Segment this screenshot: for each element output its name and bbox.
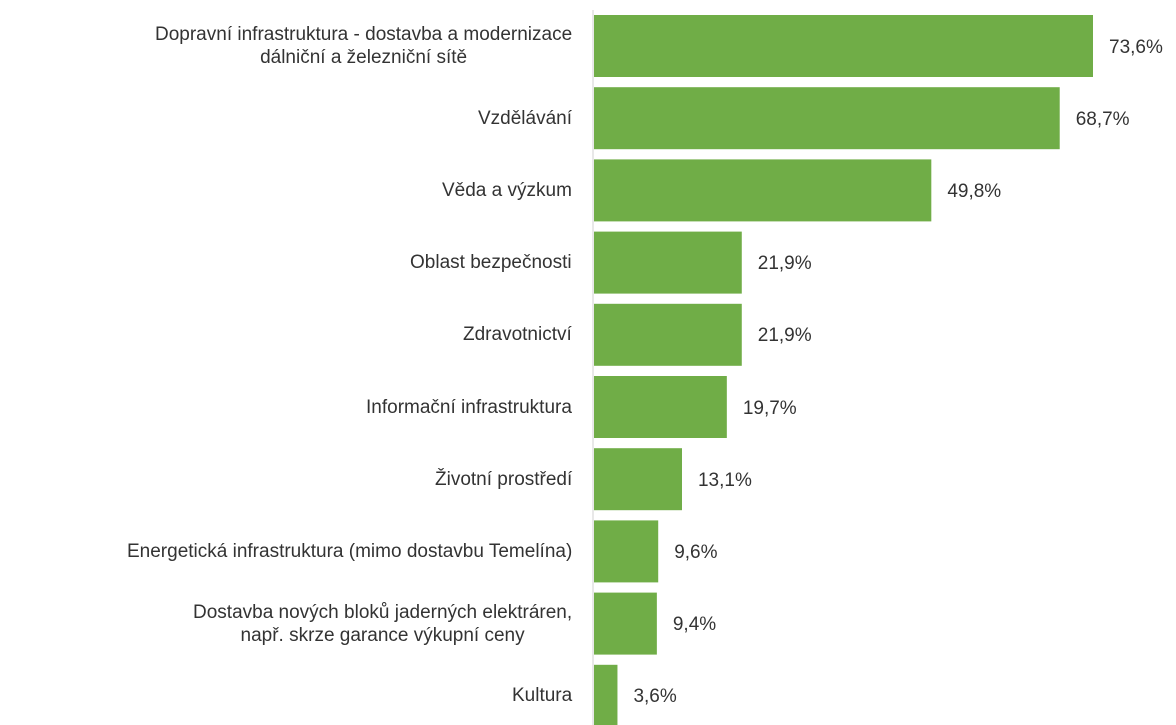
category-label: Energetická infrastruktura (mimo dostavb… bbox=[127, 540, 573, 562]
value-label: 3,6% bbox=[633, 686, 677, 708]
bar bbox=[594, 231, 742, 294]
value-label: 73,6% bbox=[1109, 36, 1163, 58]
bar bbox=[594, 448, 682, 511]
bar bbox=[594, 303, 742, 366]
category-label: Dopravní infrastruktura - dostavba a mod… bbox=[155, 24, 573, 68]
bar bbox=[594, 159, 932, 222]
value-label: 21,9% bbox=[757, 325, 812, 347]
value-label: 9,6% bbox=[674, 541, 718, 563]
category-label: Vzdělávání bbox=[478, 107, 573, 129]
bar bbox=[594, 376, 727, 438]
bar bbox=[594, 664, 618, 725]
category-label: Informační infrastruktura bbox=[366, 396, 572, 418]
bar bbox=[594, 520, 659, 583]
bar bbox=[594, 592, 657, 655]
category-label: Oblast bezpečnosti bbox=[410, 252, 572, 274]
value-label: 49,8% bbox=[947, 180, 1002, 202]
bar bbox=[594, 15, 1093, 77]
value-label: 13,1% bbox=[697, 469, 752, 491]
category-label: Věda a výzkum bbox=[442, 179, 572, 201]
category-label: Životní prostředí bbox=[435, 468, 573, 490]
category-label: Zdravotnictví bbox=[463, 324, 572, 346]
value-label: 68,7% bbox=[1075, 108, 1130, 130]
category-label: Dostavba nových bloků jaderných elektrár… bbox=[193, 601, 573, 646]
value-label: 21,9% bbox=[757, 253, 812, 275]
value-label: 9,4% bbox=[672, 614, 717, 636]
bar bbox=[594, 87, 1060, 150]
value-label: 19,7% bbox=[742, 397, 797, 419]
category-label: Kultura bbox=[512, 685, 573, 707]
